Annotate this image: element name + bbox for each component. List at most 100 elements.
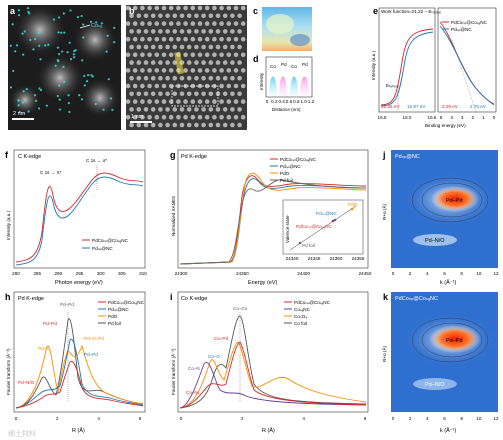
series-line-pdfoil bbox=[179, 179, 367, 265]
peak-label: Co bbox=[291, 64, 297, 69]
inset-label: PdO bbox=[348, 202, 358, 207]
series-line-pdco bbox=[15, 360, 144, 409]
tick-label: 0 bbox=[15, 416, 18, 421]
panel-letter-a: a bbox=[10, 6, 16, 16]
value-left-1: 15.95 eV bbox=[381, 104, 400, 109]
y-axis-label: Fourier transform (Å⁻³) bbox=[170, 348, 176, 395]
panel-e: e Work function=21.22 − Eₜᵤₜₒₒₒ Eₜᵤₜₒₒₒ … bbox=[371, 6, 497, 128]
tick-label: 4 bbox=[426, 271, 429, 276]
peak-label: Pd–O–Pd bbox=[84, 336, 104, 341]
series-line-pdco bbox=[380, 28, 434, 106]
series-line-co3o4 bbox=[179, 341, 367, 409]
annotation-arrow bbox=[79, 24, 91, 29]
scalebar-b bbox=[130, 121, 152, 123]
inset-label: PdCoₙₚ@CoₛₐNC bbox=[296, 224, 333, 229]
panel-letter-f: f bbox=[5, 150, 9, 160]
panel-h: h Pd K-edge Pd–Pd Pd–Pd Pd–O Pd–O–Pd Pd–… bbox=[5, 291, 146, 434]
series-line-pdco bbox=[179, 175, 367, 265]
legend-entry: CoₛₐNC bbox=[294, 307, 311, 312]
legend-entry: PdCoₙₚ@CoₛₐNC bbox=[92, 238, 129, 243]
tick-label: 1.2 bbox=[308, 99, 315, 104]
value-right-1: 3.29 eV bbox=[442, 104, 459, 109]
x-axis-label: Photon energy (eV) bbox=[55, 280, 103, 286]
peak-label: Co–N bbox=[188, 366, 200, 371]
tick-label: 5 bbox=[440, 115, 443, 120]
inset-chart bbox=[282, 199, 364, 255]
y-axis-label: Fourier transform (Å⁻³) bbox=[5, 348, 11, 395]
tick-label: 24355 bbox=[352, 256, 365, 261]
tick-label: 0.8 bbox=[293, 99, 300, 104]
x-axis-label: k (Å⁻¹) bbox=[440, 279, 457, 286]
series-line-pd bbox=[380, 31, 434, 107]
tick-label: 16.5 bbox=[378, 115, 387, 120]
inset-point bbox=[331, 219, 335, 223]
x-tick-labels: 0 0.2 0.4 0.6 0.8 1.0 1.2 bbox=[266, 99, 315, 104]
tick-label: 24400 bbox=[297, 271, 310, 276]
legend-entry: Pdₙₚ@NC bbox=[92, 246, 113, 251]
ecutoff-label: Eₜᵤₜₒₒₒ bbox=[386, 83, 399, 88]
tick-label: 4 bbox=[450, 115, 453, 120]
tick-label: 10 bbox=[476, 416, 482, 421]
peak-label: Co–O bbox=[208, 354, 220, 359]
tick-label: 8 bbox=[460, 271, 463, 276]
tick-label: 6 bbox=[364, 416, 367, 421]
lattice-pattern bbox=[125, 5, 246, 128]
peak-label: Co–Nₓ bbox=[186, 390, 200, 395]
peak-label: Co–Pd bbox=[214, 336, 228, 341]
legend-entry: PdCoₙₚ@CoₛₐNC bbox=[294, 300, 331, 305]
panel-j: j Pdₙₚ@NC Pd–Pd Pd–N/O R+α (Å) 0 2 4 6 8 10 12… bbox=[381, 150, 499, 286]
peak-label: Pd–O bbox=[38, 346, 50, 351]
legend-entry: PdO bbox=[108, 314, 118, 319]
inset-x-tick-labels: 24340 24345 24350 24355 bbox=[286, 256, 365, 261]
co-peak-1 bbox=[269, 76, 277, 96]
pd-no-label: Pd–N/O bbox=[425, 382, 445, 388]
series-line-pdco bbox=[179, 341, 367, 409]
x-tick-labels: 0 2 4 6 8 10 12 bbox=[392, 416, 499, 421]
chart-title: Pd K-edge bbox=[18, 296, 44, 302]
tick-label: 2 bbox=[472, 115, 475, 120]
tick-label: 4 bbox=[426, 416, 429, 421]
tick-label: 8 bbox=[460, 416, 463, 421]
tick-label: 0.4 bbox=[278, 99, 285, 104]
panel-i: i Co K-edge Co–Co Co–Pd Co–O Co–N Co–Nₓ … bbox=[170, 291, 369, 434]
legend-entry: PdCoₙₚ@CoₛₐNC bbox=[451, 20, 488, 25]
x-axis-label: Binding energy (eV) bbox=[425, 123, 466, 128]
panel-letter-k: k bbox=[383, 292, 389, 302]
x-axis-label: Distance (nm) bbox=[272, 107, 301, 112]
pi-star-label: C 1s → π* bbox=[40, 170, 62, 175]
tick-label: 10 bbox=[476, 271, 482, 276]
peak-label: Co bbox=[270, 64, 276, 69]
series-line-pd bbox=[15, 176, 144, 266]
legend-entry: Pd foil bbox=[280, 178, 293, 183]
y-axis-label: R+α (Å) bbox=[381, 345, 387, 362]
peak-label: Pd–N/O bbox=[18, 380, 35, 385]
scalebar-a bbox=[12, 118, 34, 120]
tick-label: 6 bbox=[139, 416, 142, 421]
tick-label: 24450 bbox=[359, 271, 372, 276]
tick-label: 285 bbox=[33, 271, 41, 276]
panel-g: g Pd K-edge PdCoₙₚ@CoₛₐNC Pdₙₚ@NC PdO Pd… bbox=[170, 149, 372, 286]
y-axis-label: Normalized XANES bbox=[171, 196, 176, 236]
x-tick-labels: 24300 24350 24400 24450 bbox=[175, 271, 372, 276]
legend-entry: Co foil bbox=[294, 321, 307, 326]
work-function-text: Work function=21.22 − Eₜᵤₜₒₒₒ bbox=[381, 9, 441, 14]
series-line-pdco-vb bbox=[439, 21, 495, 105]
tick-label: 290 bbox=[54, 271, 62, 276]
chart-title: PdCoₙₚ@CoₛₐNC bbox=[395, 296, 438, 302]
series-line-cofoil bbox=[179, 315, 367, 409]
x-tick-labels: 0 2 4 6 8 10 12 bbox=[392, 271, 499, 276]
panel-b: b 1 nm bbox=[125, 5, 247, 130]
y-axis-label: R+α (Å) bbox=[381, 203, 387, 220]
chart-title: Pd K-edge bbox=[181, 154, 207, 160]
tick-label: 0.6 bbox=[286, 99, 293, 104]
tick-label: 2 bbox=[409, 416, 412, 421]
tick-label: 12 bbox=[493, 271, 499, 276]
chart-title: Co K-edge bbox=[181, 296, 207, 302]
co-peak-2 bbox=[290, 76, 298, 96]
tick-label: 4 bbox=[97, 416, 100, 421]
panel-a: a Coₛₐ 2 nm bbox=[8, 4, 121, 130]
tick-label: 0 bbox=[266, 99, 269, 104]
panel-letter-d: d bbox=[253, 54, 259, 64]
x-axis-label: Energy (eV) bbox=[248, 280, 278, 286]
